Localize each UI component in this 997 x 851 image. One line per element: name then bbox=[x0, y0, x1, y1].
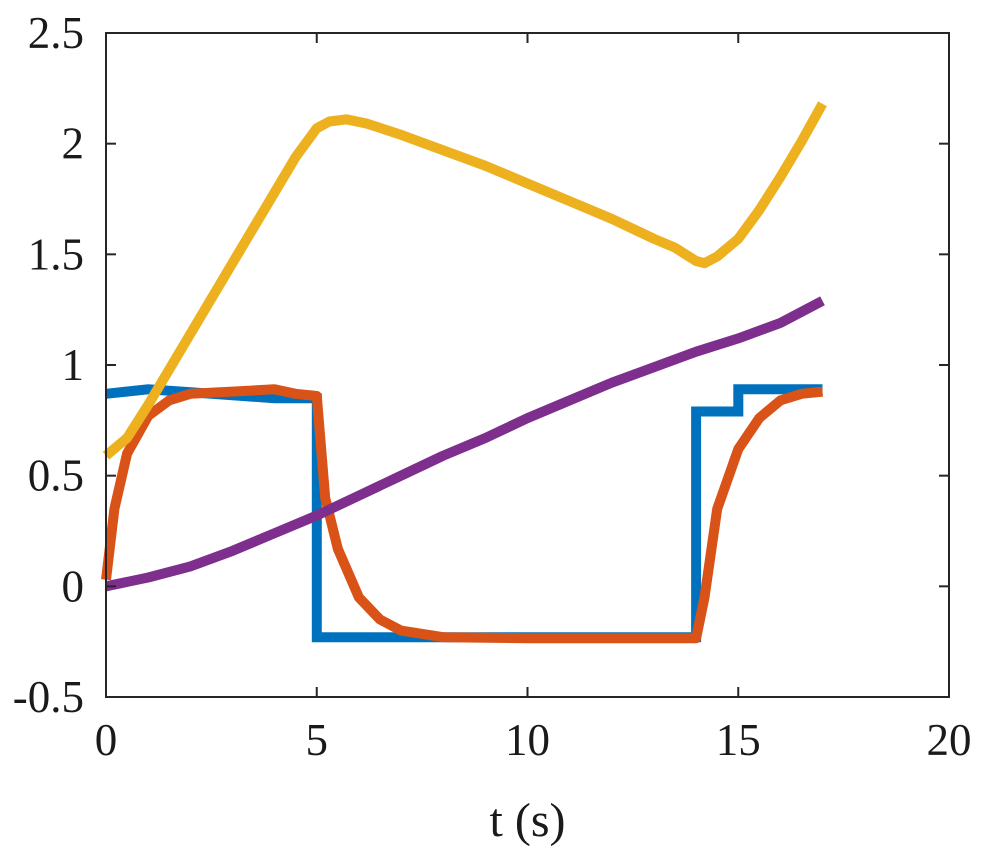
y-tick-label: 1.5 bbox=[28, 229, 84, 279]
series-purple-line bbox=[104, 296, 825, 592]
y-tick-label: 2.5 bbox=[28, 8, 84, 58]
y-tick-label: 0.5 bbox=[28, 451, 84, 501]
x-tick-label: 10 bbox=[505, 715, 550, 765]
y-tick-label: 2 bbox=[62, 119, 85, 169]
x-tick-label: 5 bbox=[306, 715, 329, 765]
x-axis-label: t (s) bbox=[490, 794, 566, 847]
y-tick-label: -0.5 bbox=[13, 672, 84, 722]
series-yellow-line bbox=[102, 101, 827, 460]
plot-frame bbox=[105, 32, 950, 698]
y-tick-label: 1 bbox=[62, 340, 85, 390]
x-tick-label: 0 bbox=[95, 715, 118, 765]
y-tick-label: 0 bbox=[62, 561, 85, 611]
x-tick-label: 15 bbox=[716, 715, 761, 765]
series-layer bbox=[101, 101, 827, 644]
ticks-layer: 0 5 10 15 20-0.500.511.522.5 bbox=[13, 8, 972, 765]
series-orange-line bbox=[101, 384, 824, 644]
x-tick-label: 20 bbox=[927, 715, 972, 765]
